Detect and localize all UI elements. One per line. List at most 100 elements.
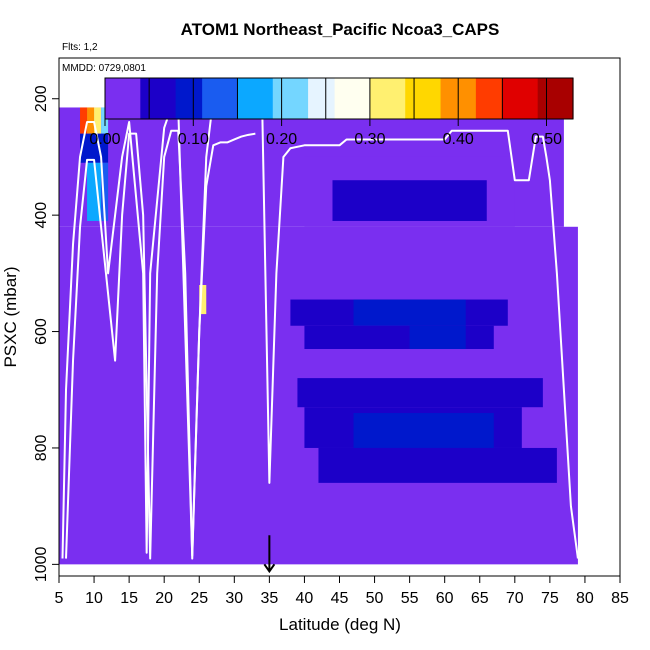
- dates-label: MMDD: 0729,0801: [62, 63, 146, 74]
- colorbar-swatch: [422, 78, 433, 119]
- colorbar-tick-label: 0.50: [531, 131, 562, 148]
- colorbar-swatch: [193, 78, 203, 119]
- colorbar-swatch: [325, 78, 336, 119]
- colorbar-swatch: [520, 78, 530, 119]
- colorbar-swatch: [237, 78, 247, 119]
- x-tick-label: 85: [611, 590, 629, 607]
- colorbar-swatch: [255, 78, 265, 119]
- x-tick-label: 20: [155, 590, 173, 607]
- flight-track-line: [65, 129, 256, 560]
- colorbar-swatch: [361, 78, 371, 119]
- y-tick-label: 400: [33, 202, 50, 229]
- colorbar-swatch: [458, 78, 468, 119]
- colorbar-tick-label: 0.40: [443, 131, 474, 148]
- colorbar-swatch: [511, 78, 521, 119]
- colorbar-swatch: [290, 78, 300, 119]
- colorbar-swatch: [352, 78, 362, 119]
- colorbar-swatch: [493, 78, 503, 119]
- colorbar-swatch: [369, 78, 380, 119]
- heatmap-cell: [101, 162, 109, 221]
- colorbar-swatch: [502, 78, 512, 119]
- colorbar-swatch: [131, 78, 141, 119]
- colorbar-swatch: [210, 78, 221, 119]
- colorbar-swatch: [431, 78, 442, 119]
- colorbar-swatch: [299, 78, 309, 119]
- colorbar-swatch: [140, 78, 150, 119]
- colorbar-swatch: [166, 78, 177, 119]
- y-tick-label: 600: [33, 318, 50, 345]
- x-tick-label: 40: [296, 590, 314, 607]
- flights-label: Flts: 1,2: [62, 42, 98, 53]
- colorbar-swatch: [414, 78, 424, 119]
- x-tick-label: 50: [366, 590, 384, 607]
- y-axis-label: PSXC (mbar): [1, 266, 20, 367]
- x-tick-label: 25: [190, 590, 208, 607]
- colorbar-swatch: [378, 78, 389, 119]
- x-tick-label: 45: [331, 590, 349, 607]
- y-tick-label: 1000: [33, 546, 50, 582]
- chart-title: ATOM1 Northeast_Pacific Ncoa3_CAPS: [181, 20, 500, 39]
- x-axis-label: Latitude (deg N): [279, 615, 401, 634]
- colorbar-frame: [104, 77, 574, 120]
- heatmap-cell: [353, 413, 494, 448]
- colorbar-swatch: [546, 78, 556, 119]
- colorbar-swatch: [475, 78, 486, 119]
- colorbar-swatch: [316, 78, 327, 119]
- x-tick-label: 65: [471, 590, 489, 607]
- colorbar-swatch: [157, 78, 168, 119]
- colorbar-swatch: [537, 78, 548, 119]
- colorbar-tick-label: 0.00: [89, 131, 120, 148]
- heatmap-cell: [353, 299, 466, 326]
- x-tick-label: 55: [401, 590, 419, 607]
- x-tick-label: 70: [506, 590, 524, 607]
- colorbar-tick-label: 0.20: [266, 131, 297, 148]
- heatmap-cell: [318, 447, 557, 483]
- colorbar-tick-label: 0.30: [354, 131, 385, 148]
- arrow-head: [263, 563, 276, 574]
- colorbar-swatch: [396, 78, 406, 119]
- colorbar-tick-label: 0.10: [178, 131, 209, 148]
- y-axis: 200 400 600 800 1000: [33, 85, 59, 582]
- x-axis: 5 10 15 20 25 30 35 40 45 50 55 60 65 70 75 80 85: [55, 576, 629, 607]
- colorbar-swatch: [343, 78, 353, 119]
- colorbar-swatch: [122, 78, 133, 119]
- heatmap-cell: [80, 107, 88, 134]
- x-tick-label: 80: [576, 590, 594, 607]
- annotations: [263, 535, 276, 574]
- x-tick-label: 35: [260, 590, 278, 607]
- colorbar-swatch: [449, 78, 459, 119]
- x-tick-label: 15: [120, 590, 138, 607]
- heatmap-cell: [332, 180, 487, 221]
- colorbar-swatch: [228, 78, 239, 119]
- colorbar-swatch: [202, 78, 212, 119]
- x-tick-label: 60: [436, 590, 454, 607]
- colorbar-swatch: [564, 78, 574, 119]
- colorbar-swatch: [175, 78, 186, 119]
- heatmap-cell: [297, 378, 543, 408]
- heatmap-cell: [409, 325, 466, 350]
- colorbar-swatch: [528, 78, 539, 119]
- colorbar-swatch: [387, 78, 397, 119]
- colorbar-swatch: [440, 78, 450, 119]
- x-tick-label: 75: [541, 590, 559, 607]
- heatmap-cell: [87, 162, 102, 221]
- colorbar-swatch: [113, 78, 124, 119]
- colorbar-swatch: [334, 78, 345, 119]
- colorbar-swatch: [246, 78, 256, 119]
- colorbar-swatch: [263, 78, 274, 119]
- heatmap-cell: [94, 107, 102, 134]
- colorbar-swatch: [555, 78, 565, 119]
- heatmap-cell: [87, 107, 95, 134]
- colorbar: 0.00 0.10 0.20 0.30 0.40 0.50: [89, 77, 574, 148]
- colorbar-swatch: [149, 78, 159, 119]
- colorbar-swatch: [467, 78, 477, 119]
- colorbar-swatch: [272, 78, 283, 119]
- colorbar-swatch: [484, 78, 495, 119]
- x-tick-label: 10: [85, 590, 103, 607]
- colorbar-swatch: [105, 78, 115, 119]
- x-tick-label: 5: [55, 590, 64, 607]
- colorbar-swatch: [281, 78, 292, 119]
- colorbar-swatch: [308, 78, 318, 119]
- x-tick-label: 30: [225, 590, 243, 607]
